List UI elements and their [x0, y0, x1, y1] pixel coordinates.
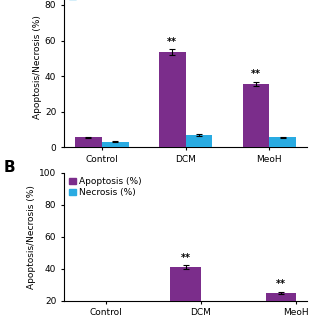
Text: **: **	[251, 69, 261, 79]
Text: B: B	[3, 160, 15, 175]
Y-axis label: Apoptosis/Necrosis (%): Apoptosis/Necrosis (%)	[33, 15, 42, 119]
Bar	[159, 52, 186, 147]
Bar	[102, 142, 129, 147]
Bar	[269, 137, 296, 147]
Text: **: **	[167, 37, 177, 47]
Text: **: **	[180, 253, 191, 263]
Bar	[266, 293, 296, 320]
Text: **: **	[276, 279, 286, 289]
Legend: Apoptosis (%), Necrosis (%): Apoptosis (%), Necrosis (%)	[68, 177, 142, 197]
Y-axis label: Apoptosis/Necrosis (%): Apoptosis/Necrosis (%)	[27, 185, 36, 289]
Bar	[75, 137, 102, 147]
Bar	[170, 267, 201, 320]
Legend: Necrosis (%): Necrosis (%)	[68, 0, 136, 1]
Bar	[243, 84, 269, 147]
Bar	[186, 135, 212, 147]
